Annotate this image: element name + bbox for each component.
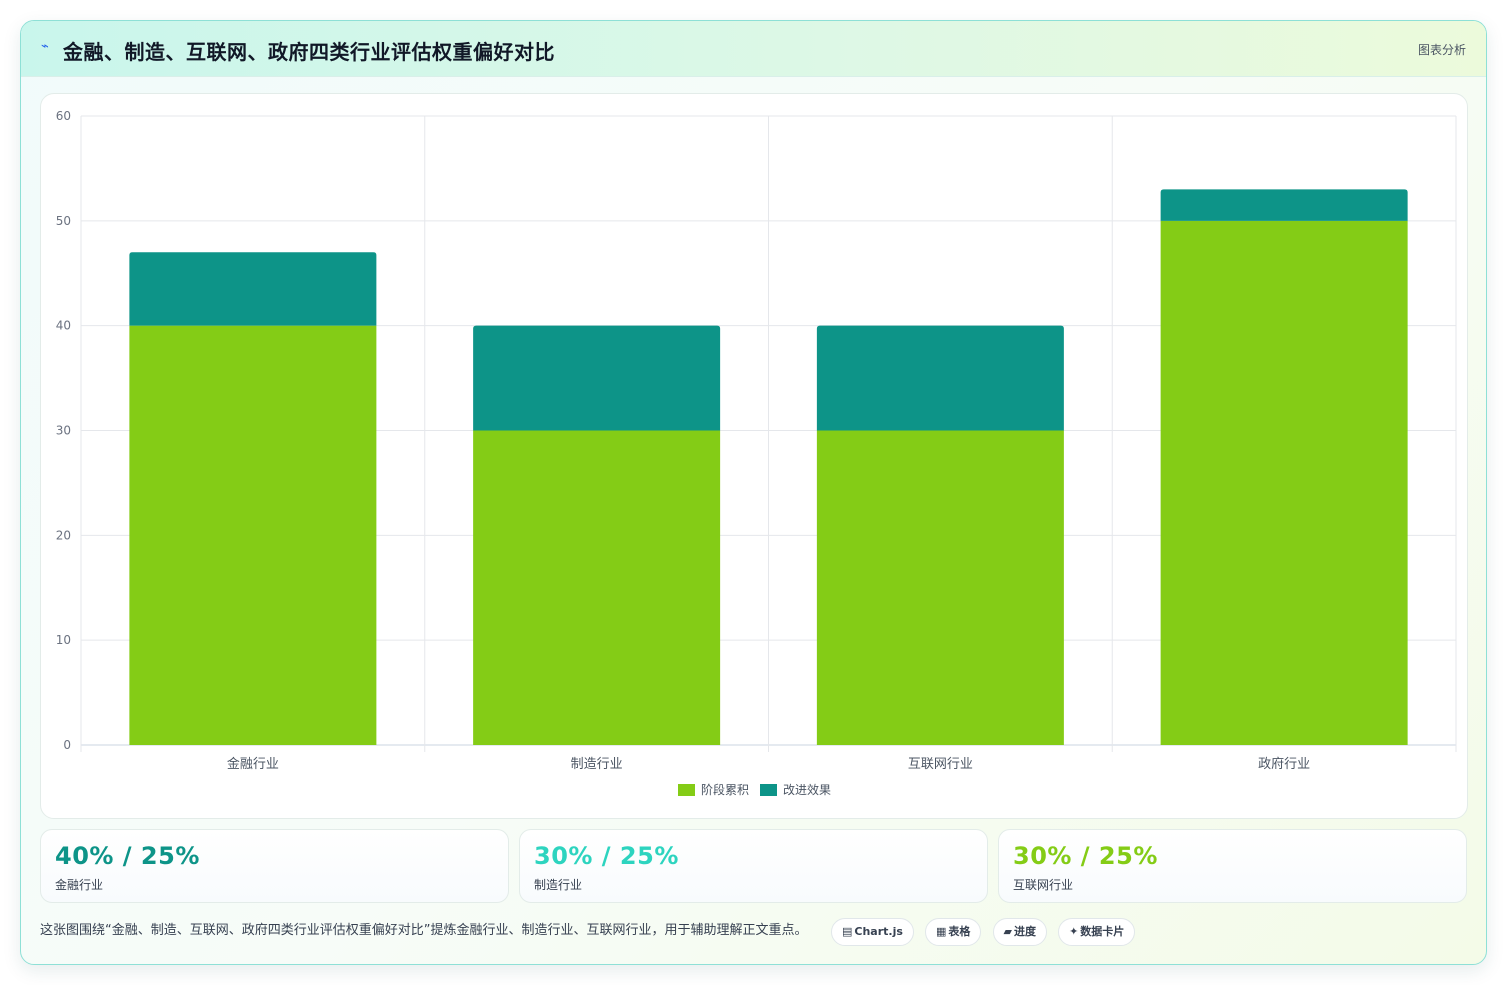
legend-swatch <box>760 784 777 796</box>
pill-table[interactable]: ▦ 表格 <box>925 918 982 946</box>
stat-value: 40% / 25% <box>55 842 200 870</box>
card-header: ⌁ 金融、制造、互联网、政府四类行业评估权重偏好对比 图表分析 <box>21 21 1486 77</box>
pill-progress[interactable]: ▰ 进度 <box>992 918 1047 946</box>
legend-label: 改进效果 <box>783 782 831 797</box>
chart-panel: 0 10 20 30 40 50 60 金融行业 制造行业 互联网行业 政府行业阶段累积 改进效果 <box>40 93 1468 819</box>
bar-segment <box>129 252 377 326</box>
progress-icon: ▰ <box>1003 925 1012 938</box>
pill-label: Chart.js <box>854 925 903 938</box>
chart-icon: ▤ <box>842 925 853 938</box>
header-tag: 图表分析 <box>1417 43 1466 57</box>
stat-label: 制造行业 <box>534 878 583 892</box>
bar-segment <box>816 430 1064 745</box>
table-icon: ▦ <box>936 925 947 938</box>
bar-segment <box>1160 189 1408 221</box>
pill-label: 进度 <box>1013 925 1036 938</box>
stat-label: 互联网行业 <box>1013 878 1074 892</box>
x-tick-label: 政府行业 <box>1258 757 1310 772</box>
pill-label: 数据卡片 <box>1080 925 1125 938</box>
y-tick-label: 50 <box>56 214 71 228</box>
legend-label: 阶段累积 <box>701 782 749 797</box>
pill-label: 表格 <box>948 925 971 938</box>
footer-note: 这张图围绕“金融、制造、互联网、政府四类行业评估权重偏好对比”提炼金融行业、制造… <box>40 923 808 938</box>
stat-cards: 40% / 25% 金融行业 30% / 25% 制造行业 30% / 25% … <box>40 829 1468 903</box>
bar-segment <box>1160 220 1408 745</box>
stat-value: 30% / 25% <box>1013 842 1158 870</box>
sparkle-icon: ✦ <box>1069 925 1079 938</box>
feature-pills: ▤ Chart.js ▦ 表格 ▰ 进度 ✦ 数据卡片 <box>831 918 1141 946</box>
x-tick-label: 金融行业 <box>227 756 279 772</box>
stat-value: 30% / 25% <box>534 842 679 870</box>
stat-label: 金融行业 <box>55 878 104 892</box>
y-tick-label: 20 <box>56 528 71 542</box>
stat-card-manufacturing: 30% / 25% 制造行业 <box>519 829 988 903</box>
x-tick-label: 互联网行业 <box>908 757 973 772</box>
legend-swatch <box>678 784 695 796</box>
y-tick-label: 0 <box>63 738 71 752</box>
chart-logo-icon: ⌁ <box>41 39 49 54</box>
pill-data-card[interactable]: ✦ 数据卡片 <box>1058 918 1136 946</box>
chart-card: ⌁ 金融、制造、互联网、政府四类行业评估权重偏好对比 图表分析 0 10 20 30 4… <box>20 20 1487 965</box>
bar-segment <box>473 430 721 745</box>
stat-card-finance: 40% / 25% 金融行业 <box>40 829 509 903</box>
y-tick-label: 30 <box>56 424 71 438</box>
y-tick-label: 60 <box>56 109 71 123</box>
bar-segment <box>816 325 1064 431</box>
page-title: 金融、制造、互联网、政府四类行业评估权重偏好对比 <box>63 40 555 64</box>
y-tick-label: 10 <box>56 633 71 647</box>
bar-segment <box>473 325 721 431</box>
x-tick-label: 制造行业 <box>571 757 623 772</box>
stat-card-internet: 30% / 25% 互联网行业 <box>998 829 1467 903</box>
bar-segment <box>129 325 377 745</box>
y-tick-label: 40 <box>56 319 71 333</box>
pill-chartjs[interactable]: ▤ Chart.js <box>831 918 914 946</box>
